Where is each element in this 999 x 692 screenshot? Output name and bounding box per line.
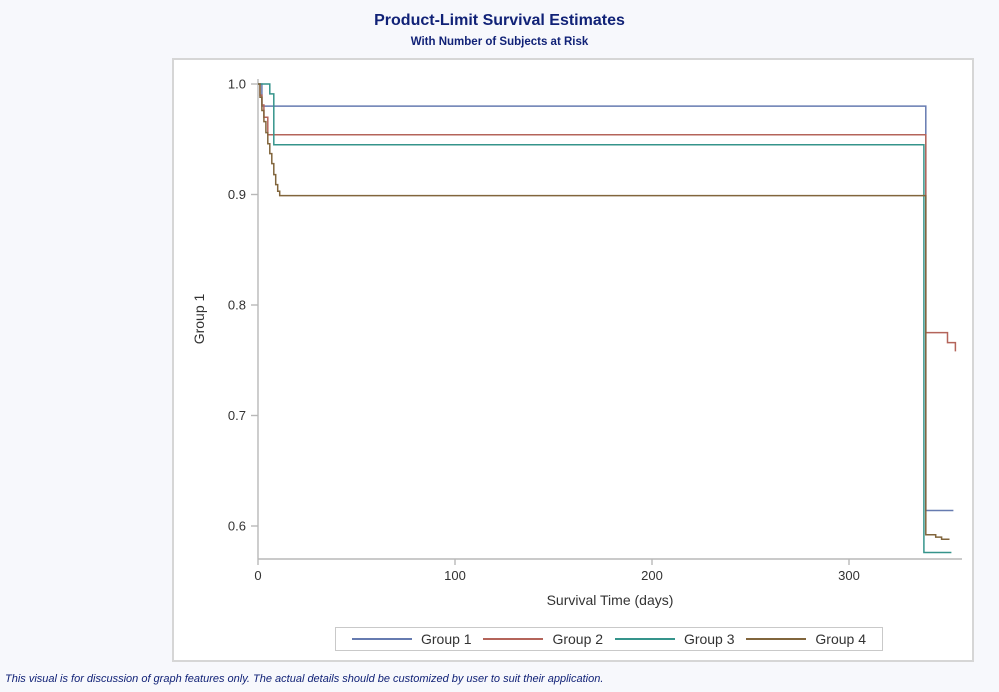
survival-curve-group-3 [258, 83, 952, 554]
y-tick-label: 0.7 [228, 408, 246, 423]
legend-line-sample [352, 638, 412, 640]
legend-label: Group 3 [683, 631, 735, 647]
legend-label: Group 4 [815, 631, 866, 647]
legend-label: Group 2 [552, 631, 604, 647]
legend-line-sample [746, 638, 807, 640]
legend-item: Group 2 [483, 631, 603, 647]
x-axis-title: Survival Time (days) [547, 592, 674, 608]
legend: Group 1 Group 2 Group 3 Group 4 [335, 627, 883, 651]
legend-item: Group 4 [746, 631, 866, 647]
y-tick-label: 0.9 [228, 187, 246, 202]
x-tick-label: 100 [444, 568, 466, 583]
chart-subtitle: With Number of Subjects at Risk [410, 36, 589, 48]
chart-title: Product-Limit Survival Estimates [374, 12, 625, 29]
legend-line-sample [614, 638, 675, 640]
survival-curve-group-1 [258, 83, 954, 512]
x-tick-label: 200 [641, 568, 663, 583]
legend-item: Group 1 [352, 631, 472, 647]
y-tick-label: 0.8 [228, 298, 246, 313]
y-axis-title: Group 1 [191, 293, 207, 344]
legend-label: Group 1 [421, 631, 472, 647]
x-tick-label: 300 [838, 568, 860, 583]
survival-chart-svg: 0 100 200 300 1.0 0.9 0.8 0.7 0.6 Survival Time (… [191, 77, 962, 608]
legend-line-sample [483, 638, 544, 640]
footnote: This visual is for discussion of graph f… [5, 673, 604, 685]
legend-item: Group 3 [614, 631, 735, 647]
y-tick-label: 1.0 [228, 77, 246, 92]
survival-curve-group-2 [258, 83, 957, 352]
survival-curve-group-4 [258, 83, 950, 541]
figure-panel: 0 100 200 300 1.0 0.9 0.8 0.7 0.6 Survival Time (… [172, 58, 974, 662]
y-tick-label: 0.6 [228, 519, 246, 534]
x-tick-label: 0 [254, 568, 261, 583]
